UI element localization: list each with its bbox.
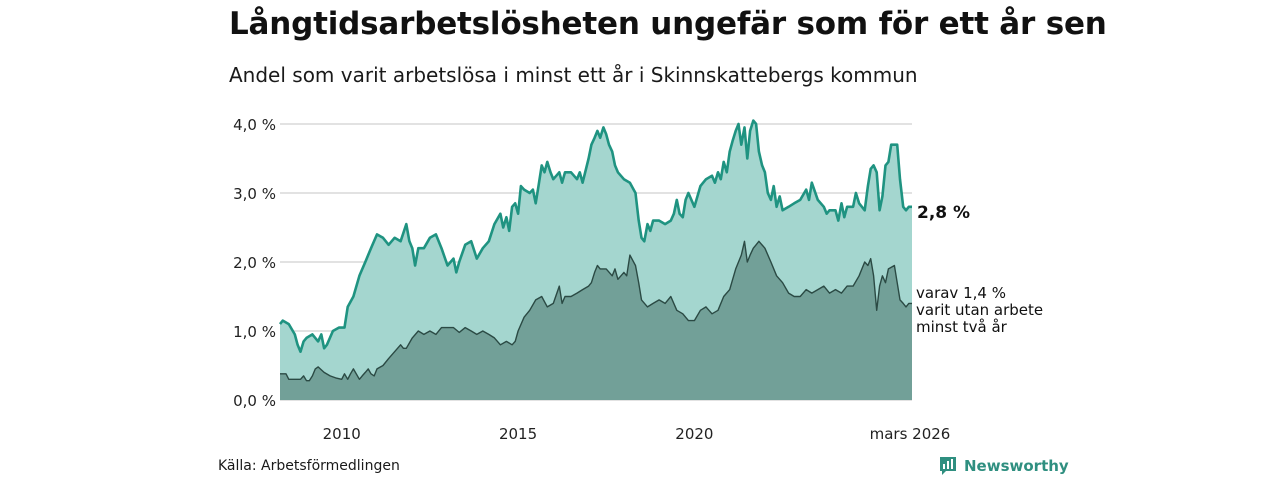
y-tick-label: 1,0 % bbox=[233, 323, 276, 341]
chart-subtitle: Andel som varit arbetslösa i minst ett å… bbox=[229, 63, 918, 87]
x-axis-tick-labels: 2010 2015 2020 mars 2026 bbox=[323, 425, 951, 443]
y-tick-label: 2,0 % bbox=[233, 254, 276, 272]
series-min-two-years-line bbox=[280, 240, 912, 382]
x-tick-label: 2020 bbox=[675, 425, 713, 443]
newsworthy-logo-icon bbox=[940, 457, 956, 475]
end-label-sub-line: minst två år bbox=[916, 318, 1008, 336]
x-tick-label: 2015 bbox=[499, 425, 537, 443]
y-axis-tick-labels: 0,0 % 1,0 % 2,0 % 3,0 % 4,0 % bbox=[233, 116, 276, 410]
brand-logo[interactable]: Newsworthy bbox=[938, 455, 1069, 477]
series-min-two-years-area bbox=[280, 241, 912, 400]
end-label-main: 2,8 % bbox=[917, 203, 970, 223]
source-note: Källa: Arbetsförmedlingen bbox=[218, 458, 400, 474]
y-tick-label: 3,0 % bbox=[233, 185, 276, 203]
chart-title: Långtidsarbetslösheten ungefär som för e… bbox=[229, 6, 1107, 42]
end-label-sub-line: varav 1,4 % bbox=[916, 284, 1006, 302]
x-tick-label: 2010 bbox=[323, 425, 361, 443]
x-tick-label: mars 2026 bbox=[870, 425, 951, 443]
y-tick-label: 0,0 % bbox=[233, 392, 276, 410]
end-label-sub-line: varit utan arbete bbox=[916, 301, 1043, 319]
brand-name: Newsworthy bbox=[964, 457, 1069, 475]
y-tick-label: 4,0 % bbox=[233, 116, 276, 134]
series-min-one-year-line bbox=[278, 119, 912, 353]
series-layer bbox=[278, 119, 912, 400]
